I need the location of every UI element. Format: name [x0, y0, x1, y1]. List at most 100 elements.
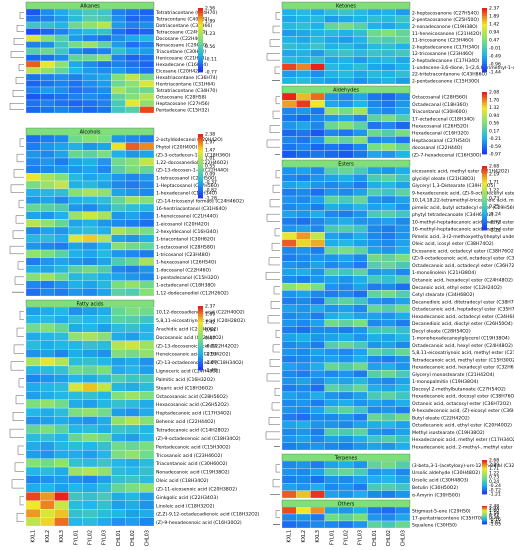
legend-gradient-step — [198, 308, 203, 312]
heatmap-cell — [338, 355, 354, 364]
heatmap-cell — [310, 333, 325, 342]
heatmap-cell — [25, 483, 41, 493]
heatmap-cell — [296, 475, 311, 484]
heatmap-cell — [111, 142, 126, 151]
heatmap-cell — [352, 92, 368, 101]
heatmap-cell — [96, 382, 112, 392]
heatmap-cell — [381, 297, 396, 305]
heatmap-cell — [310, 304, 325, 313]
heatmap-cell — [25, 509, 41, 518]
heatmap-cell — [111, 180, 126, 189]
heatmap-cell — [310, 282, 325, 291]
heatmap-cell — [54, 150, 69, 159]
heatmap-cell — [310, 100, 325, 108]
heatmap-cell — [96, 265, 112, 274]
heatmap-cell — [25, 441, 41, 451]
heatmap-cell — [25, 348, 41, 358]
heatmap-cell — [82, 41, 98, 49]
heatmap-cell — [82, 157, 98, 166]
heatmap-cell — [381, 377, 396, 385]
heatmap-cell — [68, 188, 84, 197]
legend-gradient-step — [482, 515, 487, 517]
heatmap-cell — [338, 370, 354, 378]
heatmap-cell — [139, 517, 155, 527]
heatmap-cell — [82, 475, 98, 485]
row-label: 1,22-docosanediol (C22H46O2) — [156, 160, 228, 166]
heatmap-cell — [25, 234, 41, 243]
legend-tick-label: -0.82 — [205, 188, 217, 194]
legend-gradient-step — [482, 29, 487, 33]
heatmap-cell — [296, 391, 311, 400]
section-title: Aldehydes — [333, 88, 359, 94]
heatmap-cell — [296, 42, 311, 51]
legend-gradient-step — [198, 136, 203, 140]
heatmap-cell — [352, 513, 368, 522]
row-label: Phytol (C20H40O) — [156, 145, 198, 151]
heatmap-cell — [381, 442, 396, 451]
heatmap-cell — [395, 8, 411, 16]
legend-gradient-step — [198, 163, 203, 167]
legend-gradient-step — [482, 519, 487, 521]
heatmap-cell — [352, 239, 368, 247]
dendrogram-branch — [9, 103, 24, 110]
heatmap-cell — [54, 424, 69, 434]
heatmap-cell — [338, 174, 354, 182]
legend-gradient-step — [482, 514, 487, 516]
legend-gradient-step — [482, 192, 487, 196]
heatmap-cell — [125, 134, 140, 143]
dendrogram-branch — [15, 215, 24, 224]
heatmap-cell — [296, 413, 311, 422]
heatmap-cell — [68, 433, 84, 442]
legend-gradient-step — [482, 26, 487, 30]
heatmap-cell — [381, 143, 396, 151]
heatmap-cell — [125, 475, 140, 485]
row-label: Octanoic acid, octacosyl ester (C36H72O2… — [412, 401, 511, 407]
heatmap-cell — [367, 290, 382, 298]
heatmap-cell — [395, 348, 411, 356]
heatmap-cell — [296, 29, 311, 37]
row-label: eicosanoic acid, methyl ester (C21H42O2) — [412, 169, 509, 175]
legend-gradient-step — [198, 42, 203, 46]
row-label: Hexadecanoic acid, 2-methyl-, methyl est… — [412, 444, 514, 450]
legend-tick-label: 1.22 — [489, 470, 499, 476]
heatmap-cell — [338, 282, 354, 291]
dendrogram-branch — [269, 39, 280, 47]
legend-gradient-step — [482, 516, 487, 518]
heatmap-cell — [40, 399, 55, 409]
heatmap-cell — [324, 92, 340, 101]
legend-gradient-step — [482, 18, 487, 22]
heatmap-cell — [381, 224, 396, 233]
heatmap-cell — [338, 333, 354, 342]
heatmap-cell — [125, 242, 140, 251]
row-label: Heptadecanoic acid (C17H34O2) — [156, 411, 232, 417]
row-label: 11-heneicosanone (C21H42O) — [412, 31, 481, 37]
heatmap-cell — [40, 28, 55, 36]
legend-tick-label: -0.59 — [489, 144, 501, 150]
heatmap-cell — [40, 34, 55, 42]
heatmap-cell — [68, 399, 84, 409]
heatmap-cell — [125, 99, 140, 107]
legend-tick-label: -1.05 — [489, 522, 501, 528]
heatmap-cell — [125, 60, 140, 68]
legend-gradient-step — [482, 8, 487, 12]
legend-gradient-step — [482, 166, 487, 170]
dendrogram-branch — [274, 228, 280, 237]
row-label: Decanedioic acid, dioctyl ester (C26H50O… — [412, 321, 513, 327]
row-label: 16-methyl-heptadecanoic acid, methyl est… — [412, 227, 514, 233]
heatmap-cell — [68, 106, 84, 114]
heatmap-cell — [25, 15, 41, 23]
heatmap-cell — [54, 47, 69, 55]
heatmap-cell — [352, 29, 368, 37]
heatmap-cell — [82, 441, 98, 451]
row-label: (Z)-11-eicosenoic acid (C20H38O2) — [156, 486, 237, 492]
heatmap-cell — [352, 268, 368, 276]
heatmap-cell — [281, 36, 297, 44]
legend-tick-label: 0.28 — [489, 515, 499, 521]
heatmap-cell — [111, 357, 126, 367]
heatmap-cell — [395, 77, 411, 85]
row-label: Hexadecanoic acid, docosyl ester (C38H76… — [412, 394, 514, 400]
heatmap-cell — [395, 490, 411, 499]
legend-gradient-step — [482, 179, 487, 183]
heatmap-cell — [324, 121, 340, 130]
heatmap-cell — [338, 114, 354, 123]
